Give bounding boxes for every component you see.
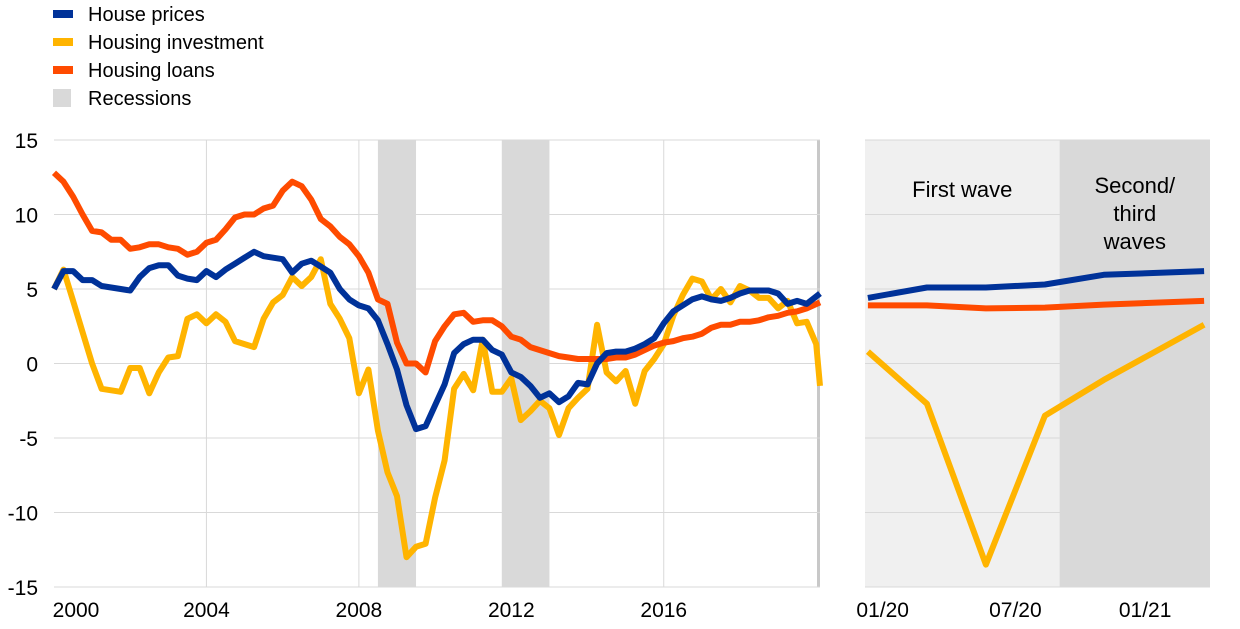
legend-label-housing-investment: Housing investment: [88, 32, 264, 54]
legend-label-housing-loans: Housing loans: [88, 60, 215, 82]
series-line-housing-investment: [51, 256, 823, 561]
legend-swatch-recessions: [53, 89, 71, 107]
legend-label-recessions: Recessions: [88, 88, 191, 110]
legend-swatch-housing-investment: [53, 38, 73, 46]
x-tick-label: 01/20: [856, 599, 909, 622]
y-axis: 15 10 5 0 -5 -10 -15: [8, 130, 38, 600]
second-third-waves-label: waves: [1103, 229, 1166, 254]
x-tick-label: 2016: [640, 599, 687, 622]
left-series: [51, 170, 823, 561]
x-tick-label: 01/21: [1119, 599, 1172, 622]
second-third-waves-label: Second/: [1094, 173, 1176, 198]
first-wave-label: First wave: [912, 177, 1012, 202]
second-third-waves-label: third: [1113, 201, 1156, 226]
series-line-housing-loans: [51, 170, 822, 376]
series-line-housing-investment: [865, 322, 1206, 568]
series-line-house-prices: [867, 268, 1205, 301]
x-tick-label: 2004: [183, 599, 230, 622]
left-gridlines: [54, 139, 820, 588]
right-x-ticks: 01/20 07/20 01/21: [856, 599, 1171, 622]
left-panel: 2000 2004 2008 2012 2016: [51, 139, 823, 622]
series-line-housing-loans: [867, 297, 1205, 312]
y-tick-label: -15: [8, 577, 38, 600]
x-tick-label: 07/20: [989, 599, 1042, 622]
legend: House prices Housing investment Housing lo…: [53, 4, 264, 110]
legend-label-house-prices: House prices: [88, 4, 205, 26]
right-series: [865, 268, 1206, 568]
legend-swatch-housing-loans: [53, 66, 73, 74]
series-line-house-prices: [51, 248, 822, 433]
y-tick-label: 15: [15, 130, 38, 153]
right-gridlines: [865, 139, 1210, 588]
x-tick-label: 2000: [53, 599, 100, 622]
y-tick-label: -5: [19, 428, 38, 451]
wave-labels: First wave Second/third waves: [912, 173, 1176, 254]
x-tick-label: 2012: [488, 599, 535, 622]
y-tick-label: 0: [26, 354, 38, 377]
y-tick-label: 5: [26, 279, 38, 302]
legend-swatch-house-prices: [53, 10, 73, 18]
y-tick-label: 10: [15, 205, 38, 228]
y-tick-label: -10: [8, 503, 38, 526]
left-x-ticks: 2000 2004 2008 2012 2016: [53, 599, 687, 622]
x-tick-label: 2008: [336, 599, 383, 622]
